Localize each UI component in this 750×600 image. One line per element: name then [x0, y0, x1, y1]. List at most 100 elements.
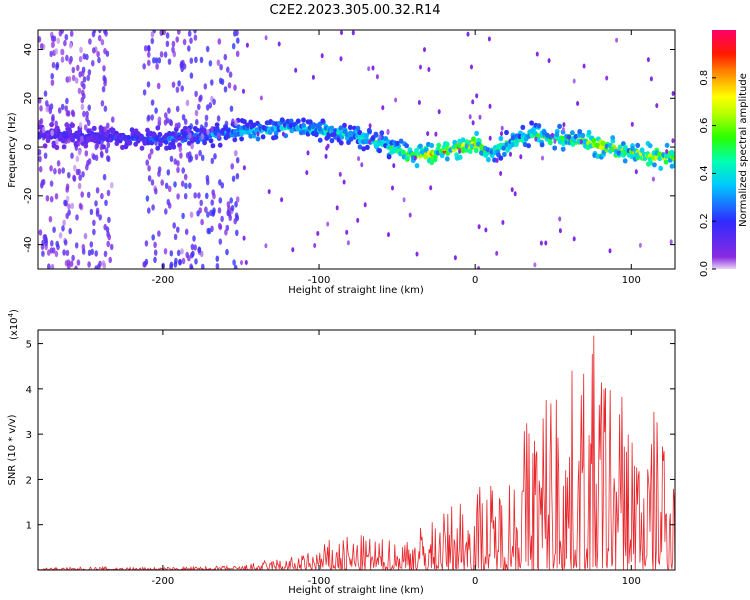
- heatmap-cell: [50, 79, 55, 86]
- heatmap-cell: [371, 65, 375, 71]
- heatmap-cell: [61, 144, 67, 150]
- heatmap-cell: [307, 119, 313, 125]
- heatmap-cell: [102, 75, 106, 82]
- heatmap-cell: [123, 144, 129, 150]
- heatmap-cell: [176, 160, 180, 167]
- heatmap-cell: [235, 229, 239, 236]
- colorbar-tick-label: 0.6: [699, 118, 710, 134]
- heatmap-cell: [168, 118, 173, 126]
- heatmap-cell: [504, 129, 509, 136]
- heatmap-cell: [479, 150, 484, 156]
- heatmap-cell: [50, 263, 55, 269]
- heatmap-cell: [49, 103, 54, 110]
- heatmap-cell: [209, 209, 213, 216]
- heatmap-cell: [306, 150, 310, 156]
- x-tick-label: -200: [152, 576, 175, 587]
- heatmap-cell: [154, 57, 159, 64]
- heatmap-cell: [163, 119, 168, 126]
- heatmap-cell: [79, 46, 83, 54]
- heatmap-cell: [150, 179, 155, 186]
- heatmap-cell: [217, 142, 223, 148]
- heatmap-cell: [193, 244, 197, 251]
- snr-x-ticks: -200 -100 0 100: [152, 330, 641, 587]
- heatmap-cell: [340, 30, 343, 36]
- heatmap-cell: [144, 240, 149, 247]
- heatmap-cell: [347, 124, 353, 130]
- heatmap-cell: [182, 63, 187, 70]
- heatmap-cell: [594, 142, 600, 148]
- heatmap-cell: [45, 195, 50, 202]
- heatmap-cell: [77, 168, 81, 176]
- heatmap-cell: [386, 154, 392, 160]
- heatmap-cell: [471, 99, 475, 105]
- heatmap-cell: [280, 197, 284, 203]
- heatmap-cell: [671, 138, 675, 144]
- heatmap-cell: [664, 142, 670, 148]
- colorbar-tick-label: 0.4: [699, 165, 710, 181]
- heatmap-cell: [150, 37, 155, 45]
- heatmap-cell: [74, 265, 78, 269]
- heatmap-cell: [92, 153, 96, 161]
- heatmap-cell: [88, 38, 92, 45]
- heatmap-cell: [398, 138, 404, 144]
- heatmap-cell: [54, 250, 59, 258]
- heatmap-cell: [311, 74, 315, 80]
- heatmap-cell: [55, 61, 60, 69]
- heatmap-cell: [72, 175, 77, 182]
- heatmap-cell: [183, 193, 188, 200]
- heatmap-cell: [77, 87, 82, 95]
- heatmap-cell: [56, 160, 61, 167]
- heatmap-cell: [185, 99, 190, 107]
- heatmap-cell: [219, 63, 223, 71]
- heatmap-cell: [87, 158, 92, 165]
- heatmap-cell: [245, 42, 249, 48]
- heatmap-cell: [669, 150, 675, 156]
- heatmap-cell: [557, 123, 562, 129]
- heatmap-cell: [78, 121, 83, 129]
- heatmap-cell: [98, 260, 102, 267]
- heatmap-cell: [95, 187, 100, 194]
- heatmap-cell: [234, 201, 238, 208]
- heatmap-cell: [54, 144, 60, 151]
- heatmap-cell: [106, 240, 110, 248]
- heatmap-cell: [48, 216, 53, 223]
- snr-frame: [37, 329, 676, 571]
- heatmap-cell: [165, 32, 170, 39]
- heatmap-cell: [432, 157, 438, 163]
- heatmap-cell: [85, 136, 91, 142]
- heatmap-cell: [630, 121, 634, 127]
- heatmap-cell: [227, 210, 232, 218]
- heatmap-cell: [109, 243, 114, 251]
- heatmap-cell: [553, 138, 557, 144]
- heatmap-cell: [652, 162, 657, 168]
- heatmap-cell: [163, 139, 169, 145]
- heatmap-cell: [85, 110, 89, 118]
- heatmap-cell: [197, 192, 201, 199]
- heatmap-cell: [171, 40, 176, 48]
- heatmap-cell: [98, 214, 102, 221]
- heatmap-cell: [89, 208, 94, 216]
- heatmap-cell: [669, 239, 673, 245]
- heatmap-cell: [54, 48, 59, 55]
- heatmap-cell: [143, 45, 148, 52]
- heatmap-cell: [164, 112, 168, 119]
- snr-x-axis-label: Height of straight line (km): [288, 585, 424, 596]
- heatmap-cell: [629, 153, 635, 160]
- heatmap-cell: [260, 134, 266, 140]
- heatmap-cell: [177, 30, 181, 35]
- heatmap-cell: [235, 196, 240, 203]
- heatmap-cell: [153, 249, 158, 256]
- heatmap-cell: [205, 178, 210, 186]
- heatmap-cell: [107, 234, 111, 241]
- heatmap-cell: [529, 120, 534, 126]
- heatmap-cell: [498, 155, 504, 161]
- heatmap-cell: [436, 142, 442, 148]
- heatmap-cell: [50, 35, 55, 42]
- heatmap-cell: [554, 131, 560, 137]
- heatmap-cell: [71, 74, 76, 82]
- heatmap-cell: [648, 160, 654, 166]
- heatmap-cell: [635, 142, 641, 148]
- heatmap-cell: [102, 65, 106, 72]
- heatmap-cell: [183, 173, 188, 181]
- x-tick-label: 100: [622, 275, 641, 286]
